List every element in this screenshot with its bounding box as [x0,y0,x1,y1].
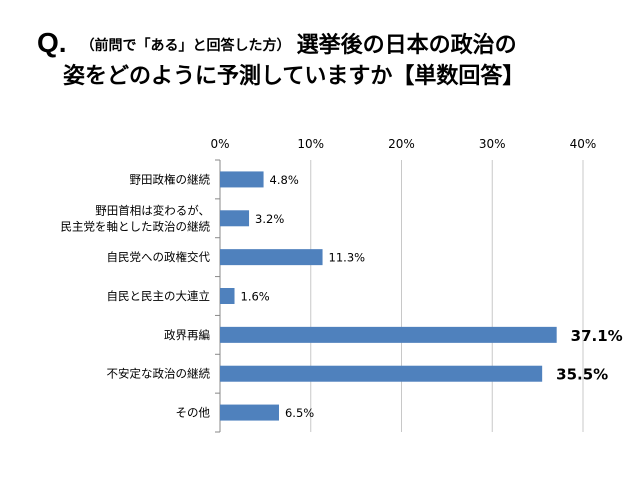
data-label: 11.3% [329,251,366,265]
category-label: 野田首相は変わるが、 [95,203,210,217]
data-label: 1.6% [241,290,270,304]
bar [220,326,557,343]
category-label: 自民党への政権交代 [107,250,211,264]
data-label: 3.2% [255,212,284,226]
title-condition: （前問で「ある」と回答した方） [80,38,291,54]
bar [220,171,264,188]
data-label: 35.5% [556,366,608,384]
data-label: 4.8% [270,173,299,187]
category-label: 野田政権の継続 [130,172,211,186]
category-label: 自民と民主の大連立 [107,289,211,303]
title-line-1: Q. （前問で「ある」と回答した方） 選挙後の日本の政治の [37,28,517,61]
data-label: 37.1% [571,327,623,345]
x-tick-label: 30% [479,137,506,151]
x-tick-label: 0% [210,137,229,151]
category-label: 政界再編 [164,328,210,342]
question-mark-label: Q. [37,27,67,58]
bar [220,288,235,304]
data-label: 6.5% [285,406,314,420]
bar [220,249,323,266]
x-tick-label: 40% [570,137,597,151]
category-label: その他 [176,406,211,420]
title-question-part-1: 選挙後の日本の政治の [296,33,517,58]
bar [220,210,250,227]
category-label: 民主党を軸とした政治の継続 [61,219,211,233]
bar [220,365,543,382]
title-line-2: 姿をどのように予測していますか【単数回答】 [63,64,525,89]
category-label: 不安定な政治の継続 [107,367,211,381]
x-tick-label: 20% [388,137,415,151]
x-tick-label: 10% [297,137,324,151]
bar [220,404,279,421]
